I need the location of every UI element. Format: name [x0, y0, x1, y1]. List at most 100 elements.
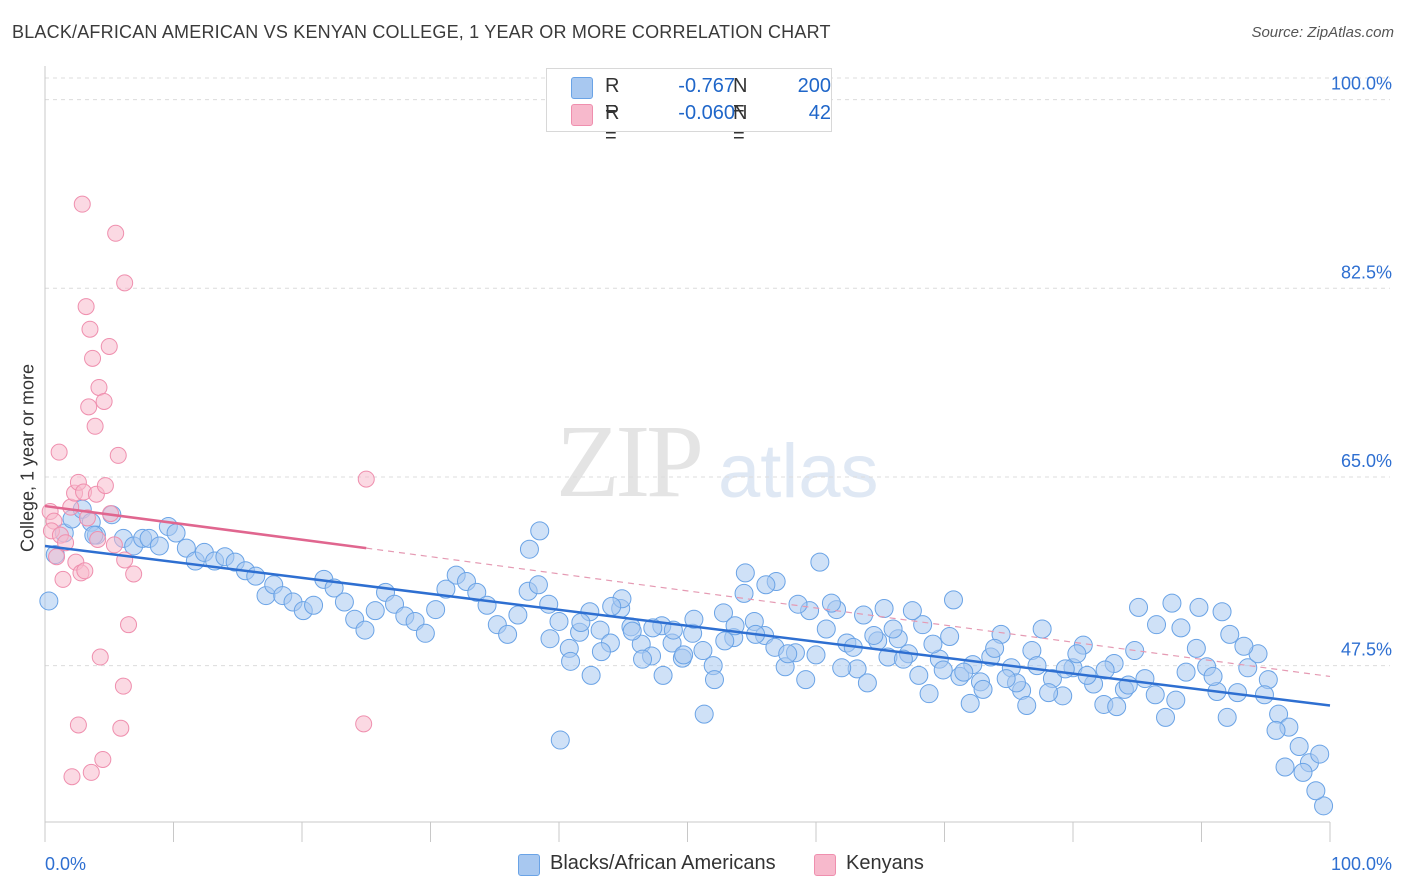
point-blacks — [166, 523, 186, 543]
trend-line-extension-kenyans — [366, 547, 1331, 678]
point-blacks — [498, 624, 518, 644]
point-kenyans — [96, 477, 114, 495]
point-kenyans — [95, 392, 113, 410]
point-blacks — [713, 603, 733, 623]
point-blacks — [864, 625, 884, 645]
point-blacks — [149, 536, 169, 556]
point-blacks — [1238, 658, 1258, 678]
x-tick-label: 0.0% — [45, 854, 86, 874]
point-kenyans — [80, 398, 98, 416]
point-blacks — [715, 631, 735, 651]
bottom-legend-label-blacks: Blacks/African Americans — [550, 852, 776, 874]
point-blacks — [549, 611, 569, 631]
point-blacks — [1145, 685, 1165, 705]
point-blacks — [693, 641, 713, 661]
point-kenyans — [69, 716, 87, 734]
point-blacks — [1203, 666, 1223, 686]
point-blacks — [1017, 696, 1037, 716]
point-blacks — [704, 670, 724, 690]
point-kenyans — [48, 548, 66, 566]
point-kenyans — [81, 320, 99, 338]
point-blacks — [1189, 597, 1209, 617]
source-label: Source: ZipAtlas.com — [1251, 24, 1394, 41]
point-blacks — [519, 539, 539, 559]
legend-n-label: N = — [733, 102, 748, 147]
point-blacks — [806, 645, 826, 665]
point-blacks — [674, 645, 694, 665]
point-blacks — [1107, 697, 1127, 717]
point-blacks — [857, 673, 877, 693]
point-blacks — [940, 627, 960, 647]
bottom-legend-label-kenyans: Kenyans — [846, 852, 924, 874]
point-kenyans — [100, 337, 118, 355]
point-kenyans — [125, 565, 143, 583]
point-blacks — [1156, 707, 1176, 727]
point-blacks — [426, 600, 446, 620]
point-blacks — [923, 634, 943, 654]
point-blacks — [919, 684, 939, 704]
point-kenyans — [112, 719, 130, 737]
trend-line-blacks — [44, 544, 1331, 707]
point-blacks — [1212, 602, 1232, 622]
y-tick-label: 100.0% — [1331, 74, 1392, 94]
point-blacks — [1055, 659, 1075, 679]
point-kenyans — [84, 349, 102, 367]
point-blacks — [954, 662, 974, 682]
point-blacks — [1176, 662, 1196, 682]
point-kenyans — [355, 715, 373, 733]
point-blacks — [436, 579, 456, 599]
point-blacks — [304, 595, 324, 615]
point-kenyans — [77, 298, 95, 316]
point-kenyans — [114, 677, 132, 695]
y-tick-label: 82.5% — [1341, 262, 1392, 282]
trend-lines — [44, 504, 1331, 707]
legend-r-label: R = — [605, 75, 620, 120]
point-blacks — [933, 660, 953, 680]
point-blacks — [571, 613, 591, 633]
point-blacks — [590, 620, 610, 640]
point-blacks — [684, 609, 704, 629]
point-blacks — [602, 596, 622, 616]
point-blacks — [1289, 737, 1309, 757]
bottom-legend-swatch-blacks — [518, 854, 540, 876]
point-blacks — [334, 592, 354, 612]
point-blacks — [1039, 683, 1059, 703]
point-blacks — [1171, 618, 1191, 638]
point-kenyans — [76, 562, 94, 580]
point-blacks — [973, 679, 993, 699]
chart-title: BLACK/AFRICAN AMERICAN VS KENYAN COLLEGE… — [12, 22, 831, 42]
trend-line-kenyans — [44, 504, 367, 550]
point-blacks — [365, 601, 385, 621]
point-kenyans — [78, 509, 96, 527]
point-kenyans — [91, 648, 109, 666]
point-kenyans — [94, 750, 112, 768]
point-kenyans — [54, 570, 72, 588]
point-blacks — [1217, 707, 1237, 727]
y-axis-label: College, 1 year or more — [17, 363, 38, 553]
point-blacks — [1220, 624, 1240, 644]
point-kenyans — [73, 195, 91, 213]
point-blacks — [1147, 615, 1167, 635]
point-kenyans — [116, 274, 134, 292]
y-tick-label: 47.5% — [1341, 640, 1392, 660]
point-blacks — [653, 665, 673, 685]
point-blacks — [530, 521, 550, 541]
point-blacks — [985, 638, 1005, 658]
point-kenyans — [357, 470, 375, 488]
point-blacks — [1234, 636, 1254, 656]
point-blacks — [508, 605, 528, 625]
point-blacks — [561, 651, 581, 671]
legend-swatch-kenyans — [571, 104, 593, 126]
point-kenyans — [50, 443, 68, 461]
point-kenyans — [105, 536, 123, 554]
point-blacks — [1166, 690, 1186, 710]
point-blacks — [581, 665, 601, 685]
point-kenyans — [82, 763, 100, 781]
point-kenyans — [62, 498, 80, 516]
point-blacks — [1162, 593, 1182, 613]
point-blacks — [996, 669, 1016, 689]
point-blacks — [816, 619, 836, 639]
legend-n-label: N = — [733, 75, 748, 120]
point-kenyans — [107, 224, 125, 242]
